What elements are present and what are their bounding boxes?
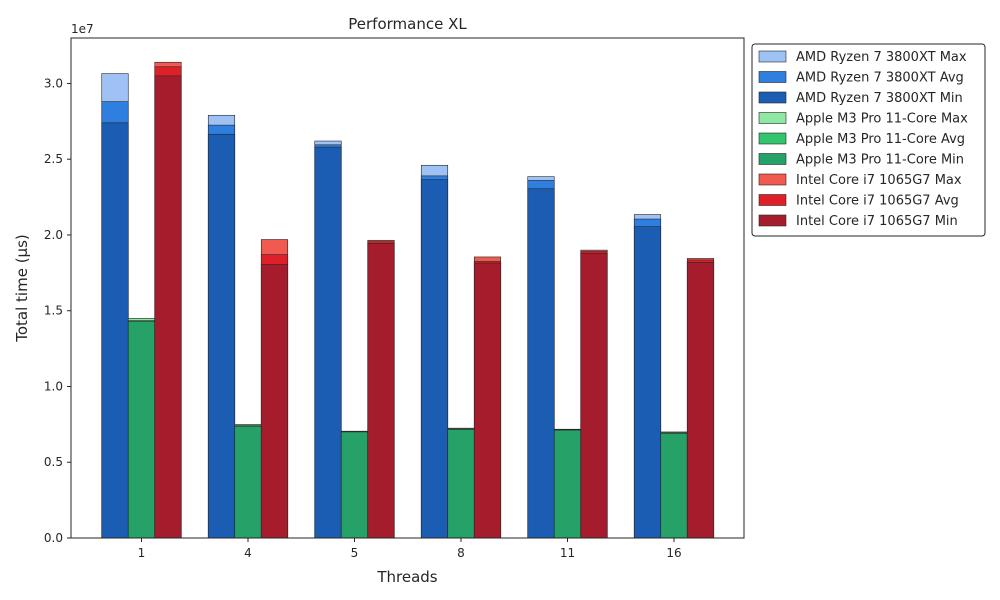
y-axis-title: Total time (µs)	[13, 234, 31, 343]
bar	[340, 431, 369, 539]
bar	[473, 262, 502, 539]
x-tick-label: 8	[457, 546, 465, 560]
legend: AMD Ryzen 7 3800XT Max AMD Ryzen 7 3800XT…	[751, 43, 986, 237]
bar	[127, 321, 156, 539]
bar	[101, 122, 129, 539]
legend-swatch	[758, 132, 787, 145]
bar	[420, 179, 449, 539]
bar	[207, 133, 236, 539]
legend-swatch	[758, 153, 787, 165]
legend-swatch	[758, 50, 787, 63]
plot-frame	[70, 37, 745, 539]
y-offset-text: 1e7	[71, 22, 94, 36]
y-tick-label: 0.0	[44, 531, 63, 545]
bar	[447, 429, 475, 539]
bar	[553, 429, 582, 539]
bar	[260, 264, 289, 539]
y-tick-label: 1.0	[44, 379, 63, 393]
legend-label: Intel Core i7 1065G7 Max	[796, 173, 962, 188]
x-tick-label: 11	[560, 546, 575, 560]
y-tick-label: 3.0	[44, 76, 63, 90]
legend-swatch	[758, 194, 787, 206]
legend-label: AMD Ryzen 7 3800XT Min	[796, 91, 963, 106]
legend-label: AMD Ryzen 7 3800XT Max	[796, 50, 967, 65]
bar	[234, 426, 262, 539]
bar	[633, 226, 662, 539]
bars-layer	[101, 61, 715, 539]
legend-frame	[751, 43, 986, 237]
legend-label: Apple M3 Pro 11-Core Avg	[796, 132, 965, 147]
bar	[686, 261, 715, 539]
y-tick-label: 2.5	[44, 152, 63, 166]
legend-swatch	[758, 214, 787, 227]
bar	[367, 243, 395, 539]
legend-label: Apple M3 Pro 11-Core Min	[796, 153, 964, 168]
legend-swatch	[758, 112, 787, 124]
legend-label: Intel Core i7 1065G7 Min	[796, 214, 958, 229]
x-tick-label: 5	[351, 546, 359, 560]
legend-label: Apple M3 Pro 11-Core Max	[796, 112, 968, 127]
bar	[314, 146, 342, 539]
x-tick-label: 16	[666, 546, 681, 560]
chart-title: Performance XL	[348, 15, 467, 33]
legend-swatch	[758, 173, 787, 186]
bar	[527, 188, 555, 539]
x-axis: 1 4 5 8 11 16	[138, 538, 682, 560]
legend-swatch	[758, 91, 787, 104]
bar	[580, 252, 608, 539]
y-tick-label: 2.0	[44, 228, 63, 242]
legend-swatch	[758, 71, 787, 83]
bar	[154, 75, 182, 539]
y-tick-label: 0.5	[44, 455, 63, 469]
legend-label: Intel Core i7 1065G7 Avg	[796, 194, 959, 209]
x-tick-label: 4	[244, 546, 252, 560]
bar	[660, 433, 688, 539]
x-axis-title: Threads	[376, 568, 437, 586]
legend-label: AMD Ryzen 7 3800XT Avg	[796, 71, 964, 86]
y-tick-label: 1.5	[44, 304, 63, 318]
x-tick-label: 1	[138, 546, 146, 560]
y-axis: 0.0 0.5 1.0 1.5 2.0 2.5 3.0	[44, 76, 71, 545]
